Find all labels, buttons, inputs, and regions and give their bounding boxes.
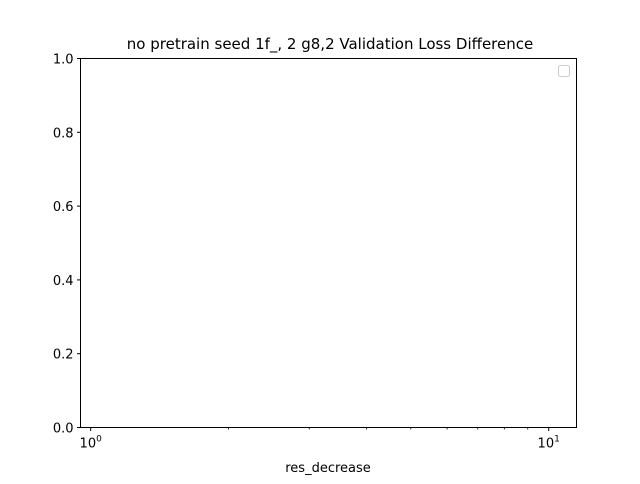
x-tick-label: 101: [538, 435, 560, 452]
x-tick-label-base: 10: [80, 437, 97, 452]
legend-box: [558, 65, 570, 77]
chart-title: no pretrain seed 1f_, 2 g8,2 Validation …: [127, 35, 533, 54]
y-tick-label: 0.2: [53, 348, 74, 363]
x-tick-label: 100: [80, 435, 103, 452]
x-tick-label-exponent: 0: [96, 435, 102, 445]
y-tick-label: 0.0: [53, 422, 74, 437]
x-tick-label-base: 10: [538, 437, 555, 452]
y-tick-label: 0.6: [53, 200, 74, 215]
y-axis: 0.0 0.2 0.4 0.6 0.8 1.0: [53, 53, 81, 437]
x-axis-label: res_decrease: [285, 461, 371, 476]
plot-area: [80, 58, 577, 428]
y-tick-label: 0.4: [53, 274, 74, 289]
x-tick-label-exponent: 1: [554, 435, 560, 445]
x-axis: 100 101: [80, 427, 560, 452]
y-tick-label: 0.8: [53, 126, 74, 141]
y-tick-label: 1.0: [53, 53, 74, 68]
